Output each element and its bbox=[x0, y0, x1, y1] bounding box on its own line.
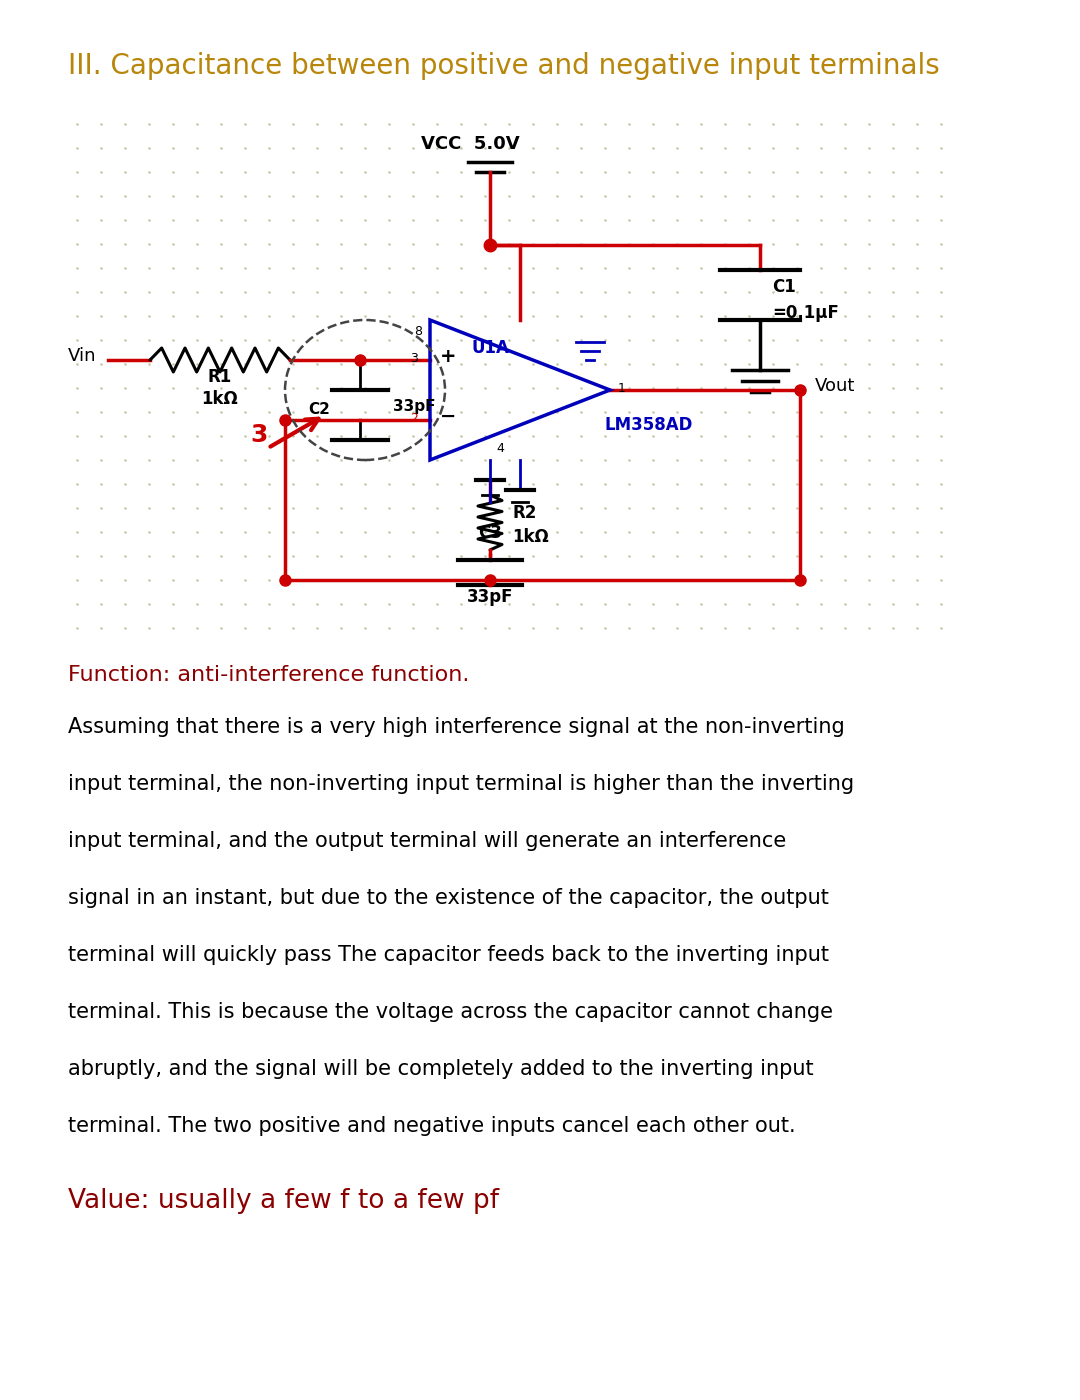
Text: C2: C2 bbox=[308, 403, 330, 417]
Text: 1kΩ: 1kΩ bbox=[202, 391, 239, 407]
Text: 4: 4 bbox=[496, 442, 504, 455]
Text: terminal. The two positive and negative inputs cancel each other out.: terminal. The two positive and negative … bbox=[68, 1116, 796, 1135]
Text: 3: 3 bbox=[410, 351, 418, 364]
Text: Vin: Vin bbox=[68, 347, 96, 365]
Text: abruptly, and the signal will be completely added to the inverting input: abruptly, and the signal will be complet… bbox=[68, 1058, 813, 1079]
Text: VCC  5.0V: VCC 5.0V bbox=[421, 134, 519, 153]
Text: terminal. This is because the voltage across the capacitor cannot change: terminal. This is because the voltage ac… bbox=[68, 1002, 833, 1022]
Text: Function: anti-interference function.: Function: anti-interference function. bbox=[68, 665, 470, 685]
Text: 33pF: 33pF bbox=[467, 588, 513, 606]
Text: Vout: Vout bbox=[815, 377, 855, 395]
Text: input terminal, the non-inverting input terminal is higher than the inverting: input terminal, the non-inverting input … bbox=[68, 774, 854, 794]
Text: U1A: U1A bbox=[471, 339, 509, 357]
Text: 8: 8 bbox=[414, 325, 422, 337]
Text: Value: usually a few f to a few pf: Value: usually a few f to a few pf bbox=[68, 1189, 499, 1214]
Text: terminal will quickly pass The capacitor feeds back to the inverting input: terminal will quickly pass The capacitor… bbox=[68, 945, 829, 965]
Text: 3: 3 bbox=[249, 423, 268, 447]
Text: C3: C3 bbox=[478, 524, 502, 542]
Text: −: − bbox=[440, 406, 457, 426]
Text: 1kΩ: 1kΩ bbox=[512, 528, 549, 546]
Text: =0.1μF: =0.1μF bbox=[772, 304, 839, 322]
Text: R2: R2 bbox=[512, 504, 537, 522]
Text: 1: 1 bbox=[618, 381, 626, 395]
Text: C1: C1 bbox=[772, 279, 796, 295]
Text: +: + bbox=[440, 347, 457, 365]
Text: 33pF: 33pF bbox=[393, 399, 435, 414]
Text: 2: 2 bbox=[410, 412, 418, 424]
Text: signal in an instant, but due to the existence of the capacitor, the output: signal in an instant, but due to the exi… bbox=[68, 888, 828, 909]
Text: LM358AD: LM358AD bbox=[605, 416, 693, 434]
Text: R1: R1 bbox=[207, 368, 232, 386]
Text: input terminal, and the output terminal will generate an interference: input terminal, and the output terminal … bbox=[68, 832, 786, 851]
Text: III. Capacitance between positive and negative input terminals: III. Capacitance between positive and ne… bbox=[68, 52, 940, 80]
Text: Assuming that there is a very high interference signal at the non-inverting: Assuming that there is a very high inter… bbox=[68, 717, 845, 736]
